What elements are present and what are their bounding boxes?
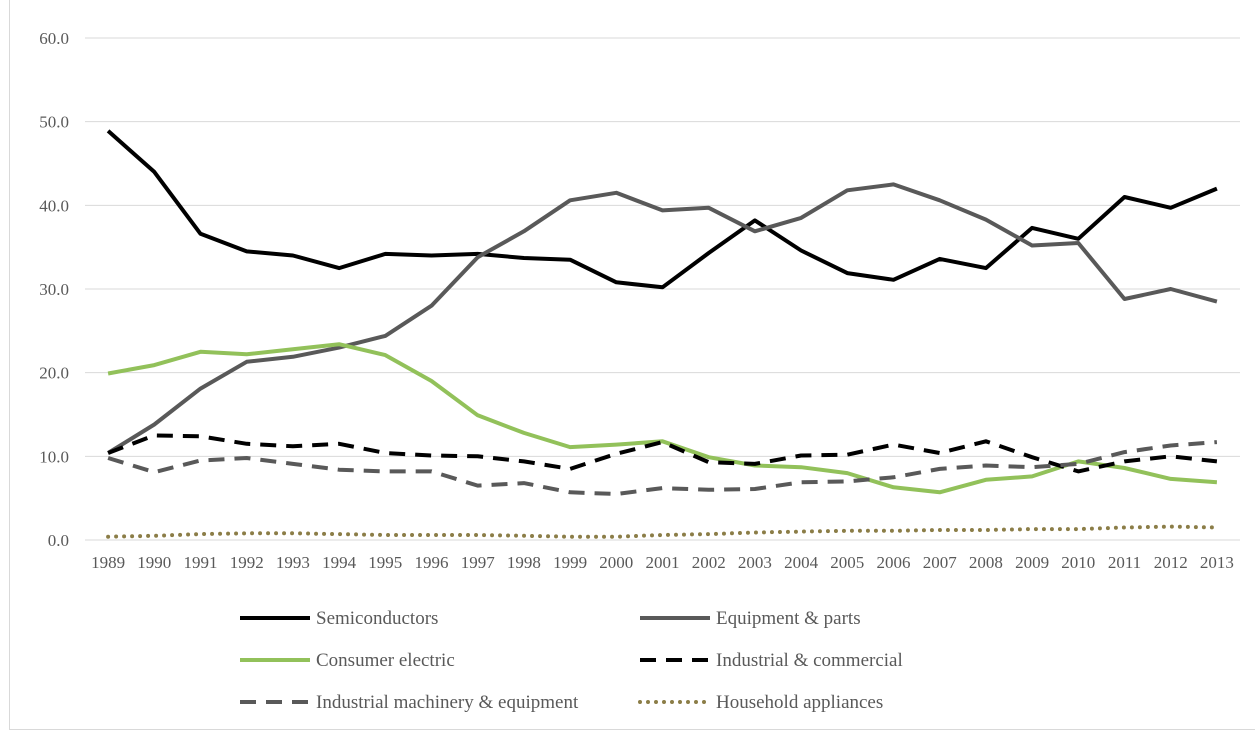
y-tick-label: 50.0 xyxy=(39,113,69,132)
legend-label: Household appliances xyxy=(716,692,883,713)
series-line-equipment-parts xyxy=(107,182,1218,455)
x-tick-label: 2010 xyxy=(1061,553,1095,572)
x-tick-label: 2000 xyxy=(599,553,633,572)
x-tick-label: 2007 xyxy=(923,553,958,572)
y-tick-label: 0.0 xyxy=(48,531,69,550)
y-tick-label: 40.0 xyxy=(39,196,69,215)
series-line-industrial-commercial xyxy=(107,433,1218,474)
legend-label: Semiconductors xyxy=(316,608,438,629)
x-tick-label: 1992 xyxy=(230,553,264,572)
legend-label: Industrial & commercial xyxy=(716,650,903,671)
x-tick-label: 1995 xyxy=(368,553,402,572)
chart-frame xyxy=(9,0,1255,730)
legend-label: Industrial machinery & equipment xyxy=(316,692,579,713)
x-tick-label: 2005 xyxy=(830,553,864,572)
x-tick-label: 1997 xyxy=(461,553,496,572)
x-tick-label: 1996 xyxy=(415,553,449,572)
x-tick-label: 2012 xyxy=(1154,553,1188,572)
x-tick-label: 2001 xyxy=(646,553,680,572)
legend: Semiconductors Equipment & parts Consumer … xyxy=(240,608,903,713)
y-tick-label: 30.0 xyxy=(39,280,69,299)
y-tick-label: 20.0 xyxy=(39,364,69,383)
legend-label: Equipment & parts xyxy=(716,608,861,629)
x-tick-label: 1998 xyxy=(507,553,541,572)
x-tick-label: 1993 xyxy=(276,553,310,572)
series-line-semiconductors xyxy=(106,129,1218,290)
y-tick-label: 10.0 xyxy=(39,447,69,466)
x-axis-tick-labels: 1989 1990 1991 1992 1993 1994 1995 1996 1997 1998… xyxy=(91,553,1234,572)
x-tick-label: 2009 xyxy=(1015,553,1049,572)
x-tick-label: 1999 xyxy=(553,553,587,572)
series-line-industrial-machinery-equipment xyxy=(107,440,1218,496)
x-tick-label: 1989 xyxy=(91,553,125,572)
x-tick-label: 1994 xyxy=(322,553,357,572)
x-tick-label: 2003 xyxy=(738,553,772,572)
x-tick-label: 2008 xyxy=(969,553,1003,572)
x-tick-label: 1991 xyxy=(184,553,218,572)
legend-label: Consumer electric xyxy=(316,650,455,671)
x-tick-label: 2013 xyxy=(1200,553,1234,572)
x-tick-label: 2011 xyxy=(1108,553,1141,572)
y-axis-tick-labels: 0.0 10.0 20.0 30.0 40.0 50.0 60.0 xyxy=(39,29,69,550)
series-line-household-appliances xyxy=(106,524,1219,539)
x-tick-label: 1990 xyxy=(137,553,171,572)
x-tick-label: 2002 xyxy=(692,553,726,572)
series-line-consumer-electric xyxy=(107,342,1218,495)
x-tick-label: 2004 xyxy=(784,553,819,572)
x-tick-label: 2006 xyxy=(877,553,911,572)
series-lines xyxy=(106,129,1219,539)
y-tick-label: 60.0 xyxy=(39,29,69,48)
